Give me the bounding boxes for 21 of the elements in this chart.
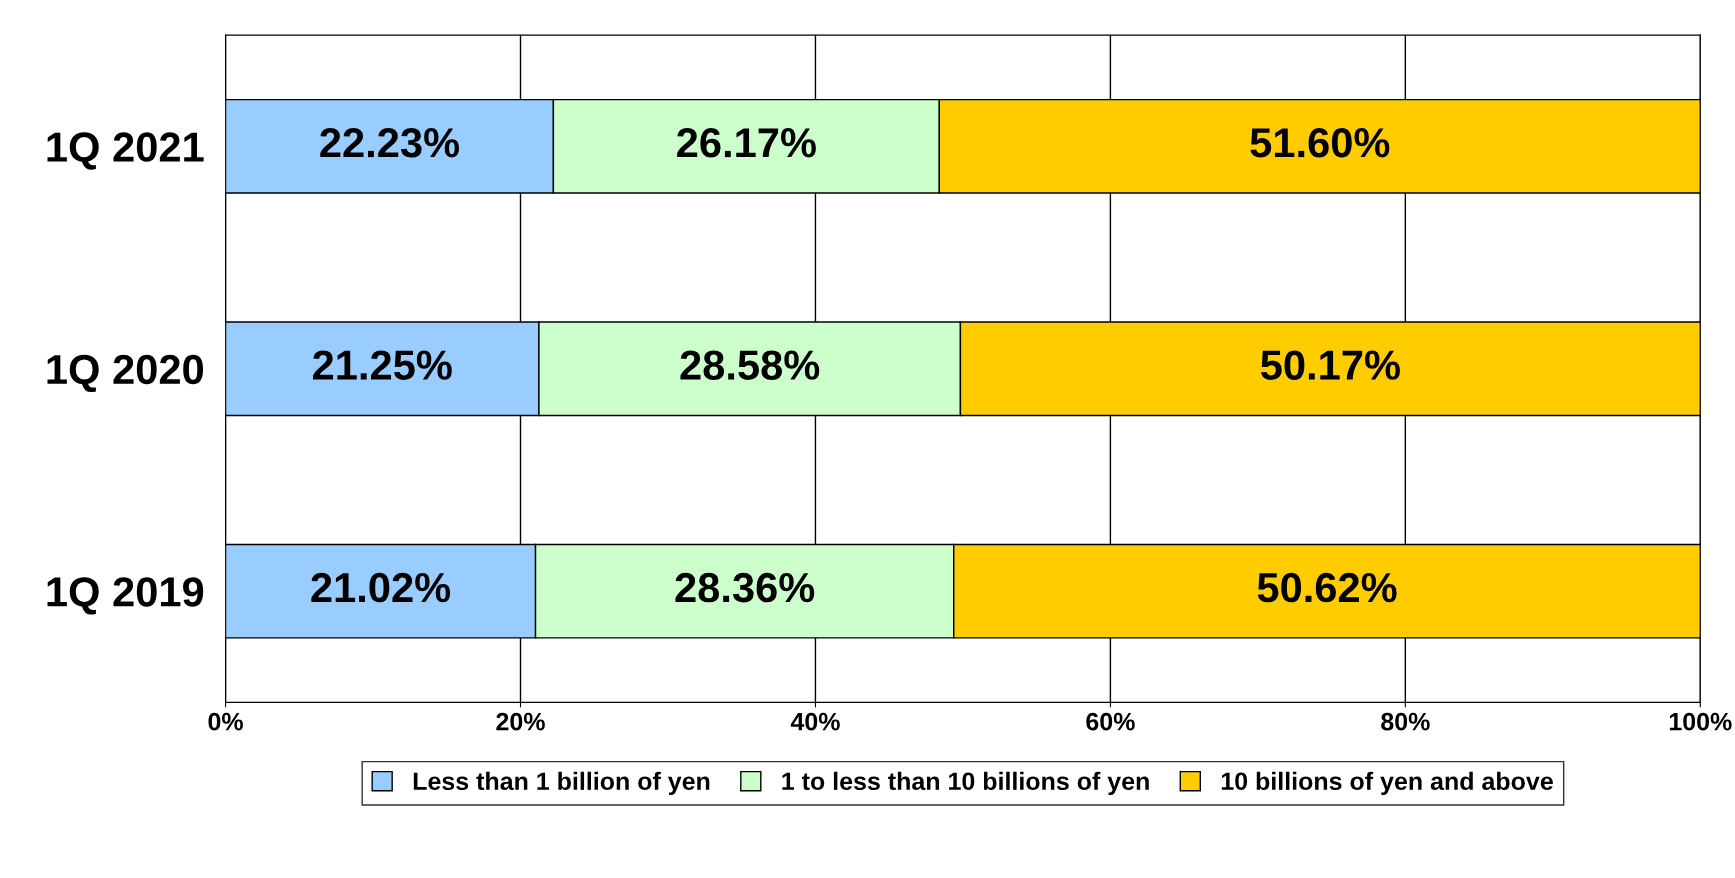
data-label: 51.60% [1250, 128, 1390, 158]
data-label: 28.58% [680, 350, 820, 380]
data-label: 26.17% [677, 128, 816, 158]
x-tick-label: 40% [790, 712, 840, 731]
x-tick-label: 60% [1086, 712, 1135, 731]
x-tick-label: 100% [1669, 712, 1732, 731]
x-tick-label: 80% [1381, 712, 1430, 731]
data-label: 50.62% [1257, 572, 1397, 603]
x-tick-label: 0% [208, 712, 243, 731]
data-label: 21.25% [313, 350, 452, 380]
y-tick-label: 1Q 2019 [47, 577, 204, 615]
data-label: 50.17% [1260, 350, 1400, 380]
data-label: 28.36% [675, 572, 815, 603]
y-tick-label: 1Q 2021 [47, 132, 204, 170]
data-label: 22.23% [320, 128, 460, 158]
x-tick-label: 20% [496, 712, 545, 731]
y-tick-label: 1Q 2020 [47, 354, 204, 393]
legend-label: Less than 1 billion of yen [413, 771, 710, 796]
legend-label: 10 billions of yen and above [1221, 771, 1553, 796]
legend-label: 1 to less than 10 billions of yen [782, 771, 1149, 796]
data-label: 21.02% [311, 572, 451, 603]
